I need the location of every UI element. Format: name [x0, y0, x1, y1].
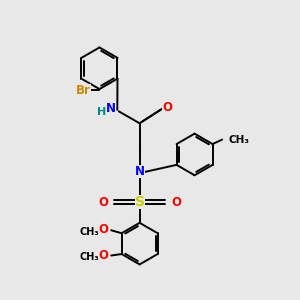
Text: CH₃: CH₃	[79, 252, 99, 262]
Text: Br: Br	[76, 84, 91, 97]
Text: N: N	[135, 165, 145, 178]
Text: O: O	[99, 249, 109, 262]
Text: H: H	[97, 107, 106, 117]
Text: O: O	[162, 101, 172, 114]
Text: O: O	[171, 196, 181, 208]
Text: N: N	[106, 102, 116, 115]
Text: O: O	[99, 223, 109, 236]
Text: S: S	[135, 195, 145, 209]
Text: CH₃: CH₃	[79, 227, 99, 237]
Text: CH₃: CH₃	[228, 135, 249, 145]
Text: O: O	[98, 196, 108, 208]
